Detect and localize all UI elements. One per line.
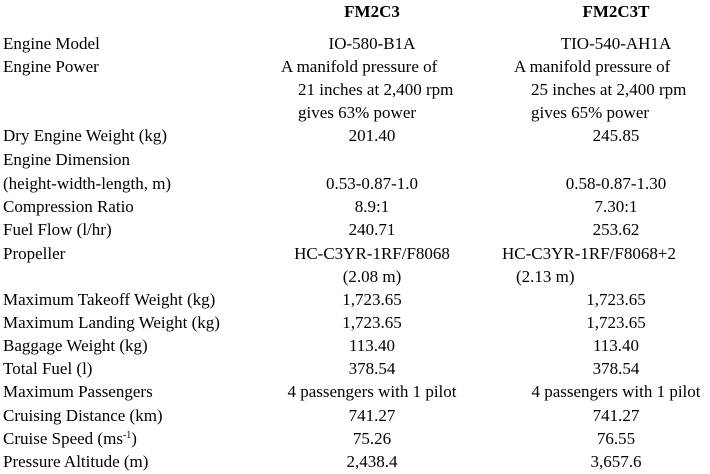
cell-fm2c3: HC-C3YR-1RF/F8068 xyxy=(294,244,450,263)
cell-fm2c3t: 76.55 xyxy=(596,429,636,448)
cell-fm2c3: 8.9:1 xyxy=(354,197,390,216)
cell-fm2c3: 201.40 xyxy=(348,126,396,145)
cell-fm2c3: 21 inches at 2,400 rpm xyxy=(298,80,454,99)
cell-fm2c3: 240.71 xyxy=(348,220,396,239)
cell-fm2c3: IO-580-B1A xyxy=(328,34,416,53)
row-label-text: Cruise Speed (ms xyxy=(3,429,123,448)
row-label: Baggage Weight (kg) xyxy=(3,336,148,355)
cell-fm2c3t: 378.54 xyxy=(592,359,640,378)
cell-fm2c3: 4 passengers with 1 pilot xyxy=(287,382,457,401)
cell-fm2c3: 0.53-0.87-1.0 xyxy=(325,174,419,193)
cell-fm2c3: 1,723.65 xyxy=(342,290,402,309)
cell-fm2c3: 741.27 xyxy=(348,406,396,425)
cell-fm2c3: (2.08 m) xyxy=(342,267,402,286)
cell-fm2c3t: 3,657.6 xyxy=(590,452,642,471)
cell-fm2c3t: (2.13 m) xyxy=(516,267,575,286)
row-label: Engine Power xyxy=(3,57,99,76)
row-label: Propeller xyxy=(3,244,66,263)
cell-fm2c3t: 0.58-0.87-1.30 xyxy=(565,174,667,193)
row-label: Maximum Passengers xyxy=(3,382,153,401)
cell-fm2c3t: A manifold pressure of xyxy=(514,57,671,76)
cell-fm2c3t: 253.62 xyxy=(592,220,640,239)
row-label: Engine Dimension xyxy=(3,150,131,169)
column-header-fm2c3: FM2C3 xyxy=(344,2,400,21)
cell-fm2c3t: 1,723.65 xyxy=(586,290,646,309)
row-label: Total Fuel (l) xyxy=(3,359,93,378)
cell-fm2c3t: 25 inches at 2,400 rpm xyxy=(531,80,687,99)
row-label: Engine Model xyxy=(3,34,100,53)
cell-fm2c3t: 4 passengers with 1 pilot xyxy=(531,382,701,401)
cell-fm2c3t: 113.40 xyxy=(592,336,640,355)
row-label: (height-width-length, m) xyxy=(3,174,172,193)
cell-fm2c3: A manifold pressure of xyxy=(281,57,438,76)
cell-fm2c3: gives 63% power xyxy=(298,103,417,122)
column-header-fm2c3t: FM2C3T xyxy=(582,2,650,21)
cell-fm2c3: 75.26 xyxy=(352,429,392,448)
row-label: Pressure Altitude (m) xyxy=(3,452,149,471)
row-label: Cruising Distance (km) xyxy=(3,406,163,425)
cell-fm2c3t: gives 65% power xyxy=(531,103,650,122)
cell-fm2c3: 378.54 xyxy=(348,359,396,378)
cell-fm2c3t: HC-C3YR-1RF/F8068+2 xyxy=(502,244,676,263)
cell-fm2c3: 113.40 xyxy=(348,336,396,355)
row-label: Fuel Flow (l/hr) xyxy=(3,220,112,239)
cell-fm2c3: 2,438.4 xyxy=(346,452,398,471)
cell-fm2c3t: 741.27 xyxy=(592,406,640,425)
row-label: Dry Engine Weight (kg) xyxy=(3,126,168,145)
row-label: Maximum Landing Weight (kg) xyxy=(3,313,220,332)
superscript: -1 xyxy=(122,430,132,441)
row-label: Compression Ratio xyxy=(3,197,134,216)
cell-fm2c3t: 7.30:1 xyxy=(594,197,638,216)
cell-fm2c3: 1,723.65 xyxy=(342,313,402,332)
cell-fm2c3t: 245.85 xyxy=(592,126,640,145)
cell-fm2c3t: TIO-540-AH1A xyxy=(560,34,672,53)
row-label-suffix: ) xyxy=(131,429,137,448)
row-label: Cruise Speed (ms-1) xyxy=(3,427,137,450)
row-label: Maximum Takeoff Weight (kg) xyxy=(3,290,216,309)
cell-fm2c3t: 1,723.65 xyxy=(586,313,646,332)
